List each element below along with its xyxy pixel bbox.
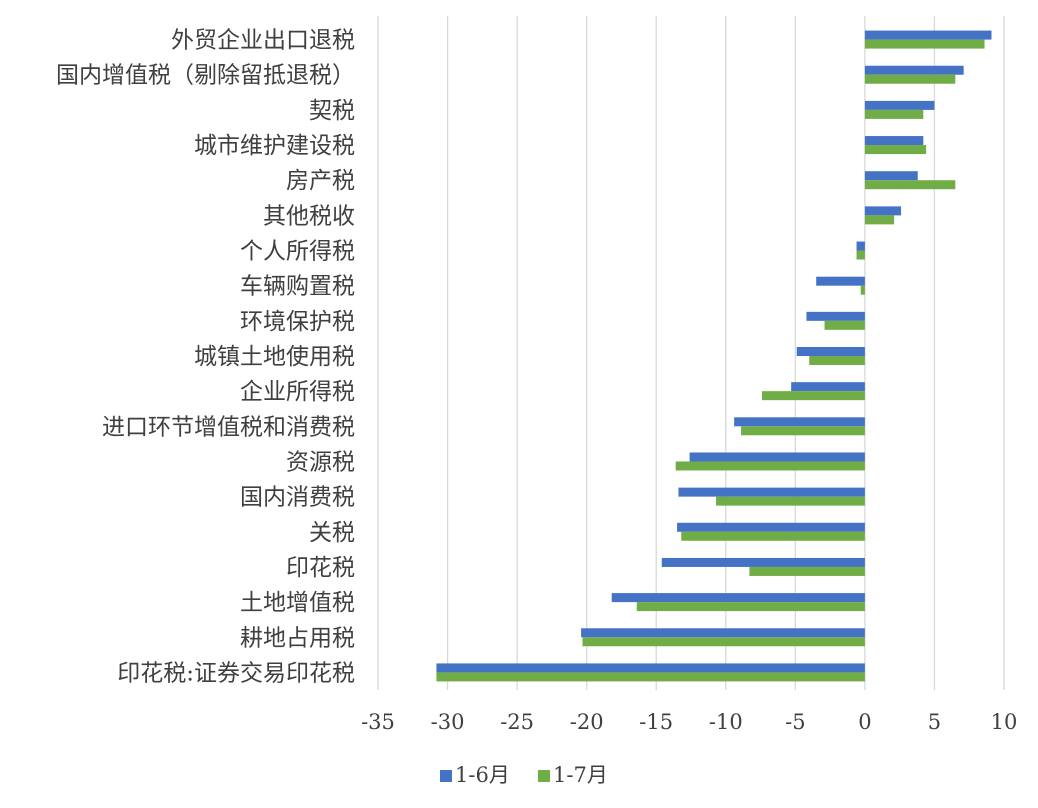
bar-jun-2: [864, 100, 935, 110]
legend-swatch-1: [538, 770, 550, 782]
x-tick-label-6: -5: [785, 710, 805, 734]
bar-jul-15: [749, 566, 865, 576]
bar-jun-10: [791, 382, 865, 392]
bar-jun-3: [864, 136, 924, 146]
bar-jun-8: [806, 311, 865, 321]
legend-swatch-0: [440, 770, 452, 782]
category-label-14: 关税: [309, 520, 355, 546]
category-label-9: 城镇土地使用税: [194, 344, 355, 370]
bar-jun-9: [796, 347, 865, 356]
category-label-18: 印花税:证券交易印花税: [117, 660, 355, 686]
bar-jul-7: [860, 285, 865, 295]
bars: [436, 30, 992, 682]
legend-label-0: 1-6月: [455, 763, 510, 787]
category-label-2: 契税: [309, 98, 355, 124]
bar-jul-8: [824, 320, 865, 330]
bar-jun-14: [677, 522, 865, 532]
category-label-6: 个人所得税: [240, 239, 355, 265]
bar-jul-3: [864, 145, 927, 155]
legend: 1-6月 1-7月: [440, 763, 608, 787]
bar-jul-18: [436, 672, 865, 682]
bar-jun-5: [864, 206, 902, 216]
bar-jul-10: [761, 391, 865, 401]
category-label-4: 房产税: [286, 168, 355, 194]
x-tick-label-7: 0: [858, 710, 871, 734]
bar-jul-2: [864, 109, 924, 119]
bar-jul-16: [636, 602, 865, 612]
bar-jun-4: [864, 171, 918, 181]
category-label-3: 城市维护建设税: [194, 133, 355, 159]
bar-jul-6: [856, 250, 865, 260]
x-tick-label-5: -10: [709, 710, 743, 734]
x-tick-label-3: -20: [570, 710, 604, 734]
x-tick-label-2: -25: [500, 710, 534, 734]
bar-jun-1: [864, 65, 964, 75]
bar-jun-6: [856, 241, 865, 251]
category-label-12: 资源税: [286, 449, 355, 475]
bar-jul-13: [716, 496, 865, 506]
bar-jul-0: [864, 39, 985, 49]
category-label-5: 其他税收: [263, 203, 355, 229]
bar-jun-11: [734, 417, 865, 427]
category-label-13: 国内消费税: [240, 485, 355, 511]
bar-jun-12: [689, 452, 865, 462]
gridlines: [377, 16, 1005, 690]
bar-jul-5: [864, 215, 895, 225]
x-tick-label-8: 5: [928, 710, 941, 734]
x-tick-label-0: -35: [361, 710, 395, 734]
x-tick-label-4: -15: [639, 710, 673, 734]
bar-jul-4: [864, 180, 956, 190]
bar-jun-16: [611, 593, 865, 603]
category-label-16: 土地增值税: [240, 590, 355, 616]
legend-label-1: 1-7月: [553, 763, 608, 787]
category-label-0: 外贸企业出口退税: [171, 28, 355, 54]
bar-jul-9: [809, 356, 865, 365]
category-label-11: 进口环节增值税和消费税: [102, 414, 355, 440]
category-label-15: 印花税: [286, 555, 355, 581]
bar-jun-0: [864, 30, 992, 40]
bar-jul-14: [681, 531, 865, 541]
category-label-7: 车辆购置税: [240, 274, 355, 300]
bar-jun-15: [661, 557, 865, 567]
bar-jul-17: [582, 637, 865, 647]
bar-jun-17: [581, 628, 865, 638]
bar-jul-1: [864, 74, 956, 84]
x-axis-tick-labels: -35 -30 -25 -20 -15 -10 -5 0 5 10: [361, 710, 1017, 734]
x-tick-label-9: 10: [991, 710, 1018, 734]
bar-jun-13: [678, 487, 865, 497]
bar-jun-7: [816, 276, 865, 286]
bar-jun-18: [436, 663, 865, 673]
bar-jul-12: [675, 461, 865, 471]
category-label-10: 企业所得税: [240, 379, 355, 405]
category-label-1: 国内增值税（剔除留抵退税）: [56, 63, 355, 89]
category-label-17: 耕地占用税: [240, 625, 355, 651]
category-label-8: 环境保护税: [240, 309, 355, 335]
bar-jul-11: [741, 426, 865, 436]
x-tick-label-1: -30: [431, 710, 465, 734]
